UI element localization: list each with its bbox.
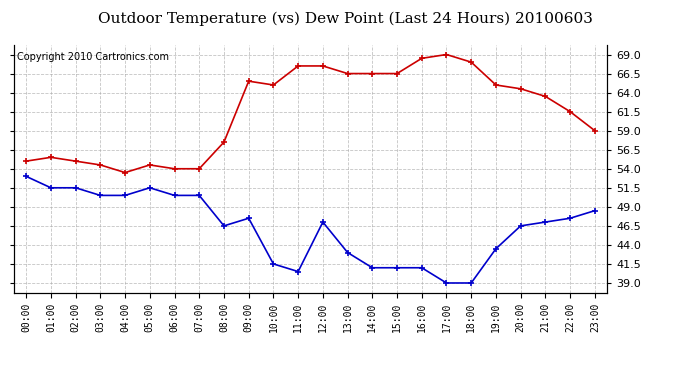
Text: Outdoor Temperature (vs) Dew Point (Last 24 Hours) 20100603: Outdoor Temperature (vs) Dew Point (Last… (97, 11, 593, 26)
Text: Copyright 2010 Cartronics.com: Copyright 2010 Cartronics.com (17, 53, 169, 62)
